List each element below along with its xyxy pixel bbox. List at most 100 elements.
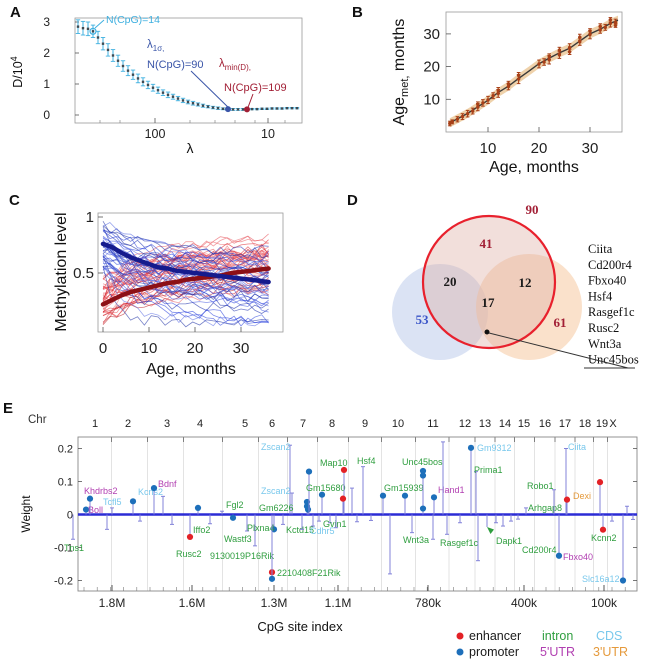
data-marker xyxy=(608,18,613,22)
data-marker xyxy=(465,111,470,116)
data-marker xyxy=(486,98,490,102)
gene-label-gm15680: Gm15680 xyxy=(306,483,346,493)
gene-list-item-rusc2: Rusc2 xyxy=(588,321,619,335)
thin-trajectory-blue xyxy=(102,229,269,302)
data-marker xyxy=(516,73,521,78)
promoter-dot-unc45bos xyxy=(419,467,427,475)
panel-c-letter: C xyxy=(9,192,20,209)
gene-label-bdnf: Bdnf xyxy=(158,479,177,489)
data-marker xyxy=(196,103,200,106)
gene-label-unc45bos: Unc45bos xyxy=(402,457,443,467)
data-marker xyxy=(231,108,235,111)
data-marker xyxy=(290,106,294,110)
panel-b-xtick-label: 10 xyxy=(480,140,497,157)
data-marker xyxy=(578,35,582,39)
gene-label-prima1: Prima1 xyxy=(474,465,503,475)
chr-label-15: 15 xyxy=(518,418,530,430)
data-marker xyxy=(491,94,495,98)
data-marker xyxy=(578,40,582,44)
highlight-point-n109 xyxy=(244,106,250,113)
data-marker xyxy=(101,42,105,45)
panel-e-ytick-label: -0.1 xyxy=(54,543,73,555)
data-marker xyxy=(176,97,180,100)
data-marker xyxy=(116,59,120,62)
panel-e-xtick-label: 780k xyxy=(415,596,442,610)
gene-label-fgl2: Fgl2 xyxy=(226,500,244,510)
promoter-dot-gm15680 xyxy=(318,491,326,498)
thin-trajectory-blue xyxy=(102,257,269,313)
data-marker xyxy=(280,107,284,110)
panel-e-xtick-label: 1.1M xyxy=(325,596,352,610)
gene-label-cd200r4: Cd200r4 xyxy=(522,545,557,555)
annotation-lambda-minD: λmin(D), xyxy=(219,58,251,72)
data-marker xyxy=(270,107,274,110)
gene-label-dapk1: Dapk1 xyxy=(496,536,522,546)
data-marker xyxy=(471,109,475,113)
data-marker xyxy=(460,114,465,119)
promoter-dot-unlabeled xyxy=(305,468,313,475)
enhancer-dot-icon xyxy=(456,632,464,640)
thin-trajectory-blue xyxy=(102,265,269,314)
chr-label-4: 4 xyxy=(197,418,203,430)
panel-e-xtick-label: 400k xyxy=(511,596,538,610)
data-marker xyxy=(537,62,541,66)
data-marker xyxy=(161,91,165,94)
annotation-lambda-1sigma: λ1σ, xyxy=(147,39,164,53)
panel-e-xlabel: CpG site index xyxy=(257,619,343,634)
data-marker xyxy=(295,106,299,110)
panel-b-xtick-label: 20 xyxy=(531,140,548,157)
annotation-ncpg109: N(CpG)=109 xyxy=(224,82,287,94)
gene-label-iffo2: Iffo2 xyxy=(193,525,210,535)
data-marker xyxy=(496,88,500,93)
data-marker xyxy=(260,107,264,110)
data-marker xyxy=(171,95,175,98)
promoter-dot-khdrbs2 xyxy=(86,495,94,502)
gene-label-tcfl5: Tcfl5 xyxy=(103,497,122,507)
promoter-dot-cd200r4 xyxy=(555,552,563,559)
promoter-dot-unlabeled xyxy=(419,472,427,479)
chr-header-label: Chr xyxy=(28,414,47,426)
panel-e-ytick-label: -0.2 xyxy=(54,576,73,588)
arrow-marker-dapk1 xyxy=(487,527,494,534)
panel-c-ytick-label: 0.5 xyxy=(73,265,94,282)
venn-count-41: 41 xyxy=(480,236,493,251)
thin-trajectory-red xyxy=(102,258,269,285)
promoter-dot-unlabeled xyxy=(304,506,312,513)
gene-label-boll: Boll xyxy=(88,505,103,515)
venn-circle-blue xyxy=(392,264,488,360)
data-marker xyxy=(265,107,269,110)
enhancer-dot-map10 xyxy=(340,466,348,474)
thin-trajectory-blue xyxy=(102,221,269,265)
gene-label-arhgap8: Arhgap8 xyxy=(528,503,562,513)
enhancer-dot-dexi xyxy=(563,496,571,503)
data-marker xyxy=(557,53,562,57)
panel-a-xtick-label: 10 xyxy=(261,127,275,141)
enhancer-dot-kcnn2 xyxy=(599,526,607,533)
gene-label-rasgef1c: Rasgef1c xyxy=(440,538,479,548)
data-marker xyxy=(557,48,562,52)
gene-label-khdrbs2: Khdrbs2 xyxy=(84,486,118,496)
data-marker xyxy=(588,29,592,33)
venn-count-90: 90 xyxy=(526,202,539,217)
panel-e-xtick-label: 100k xyxy=(591,596,618,610)
thin-trajectory-blue xyxy=(102,226,269,293)
thin-trajectory-red xyxy=(102,233,269,289)
chr-label-9: 9 xyxy=(362,418,368,430)
panel-e-letter: E xyxy=(3,400,14,417)
panel-a-ytick-label: 2 xyxy=(43,46,50,60)
data-marker xyxy=(201,104,205,107)
chr-label-7: 7 xyxy=(300,418,306,430)
data-marker xyxy=(111,54,115,57)
chr-label-16: 16 xyxy=(539,418,551,430)
leader-line-n90 xyxy=(190,70,229,108)
promoter-dot-unlabeled xyxy=(379,492,387,499)
data-marker xyxy=(216,106,220,110)
data-marker xyxy=(91,30,95,33)
venn-count-20: 20 xyxy=(444,274,457,289)
panel-d-letter: D xyxy=(347,192,358,209)
panel-e-ytick-label: 0.2 xyxy=(58,444,73,456)
promoter-dot-2210408f21rik xyxy=(268,575,276,582)
promoter-dot-gm9312 xyxy=(467,444,475,451)
